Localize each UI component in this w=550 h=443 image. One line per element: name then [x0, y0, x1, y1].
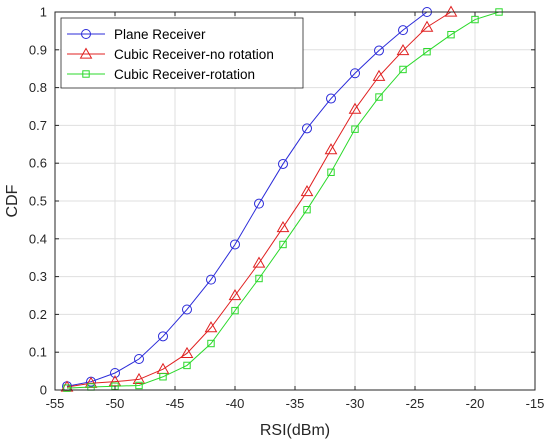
ticks: -55 -50 -45 -40 -35 -30 -25 -20 -15 0 0.1 0.2 0.3 0.4… — [29, 5, 544, 412]
x-tick-label: -45 — [166, 396, 185, 411]
data-point — [351, 125, 359, 133]
data-point — [278, 158, 288, 169]
data-point — [324, 143, 338, 155]
data-point — [182, 304, 192, 315]
y-tick-label: 0.2 — [29, 307, 47, 322]
data-point — [158, 331, 168, 342]
data-point — [447, 30, 455, 39]
data-point — [300, 185, 314, 197]
y-tick-label: 0.5 — [29, 194, 47, 209]
data-point — [255, 274, 263, 283]
data-point — [63, 384, 71, 392]
x-tick-label: -25 — [406, 396, 425, 411]
y-tick-label: 0.6 — [29, 156, 47, 171]
x-tick-label: -40 — [226, 396, 245, 411]
legend-item-2: Cubic Receiver-no rotation — [67, 47, 274, 62]
legend-label: Plane Receiver — [114, 27, 206, 42]
legend: Plane Receiver Cubic Receiver-no rotation… — [60, 17, 304, 89]
data-point — [231, 306, 239, 315]
legend-label: Cubic Receiver-no rotation — [114, 47, 274, 62]
legend-marker — [81, 29, 91, 39]
data-point — [444, 5, 458, 17]
legend-marker — [79, 47, 93, 59]
y-tick-label: 0.3 — [29, 269, 47, 284]
data-point — [180, 346, 194, 358]
series-line — [66, 11, 500, 389]
data-point — [303, 205, 311, 214]
y-tick-label: 0.1 — [29, 345, 47, 360]
data-point — [276, 220, 290, 233]
data-point — [420, 20, 434, 32]
x-tick-label: -50 — [106, 396, 125, 411]
legend-box — [60, 17, 304, 89]
y-tick-label: 0.4 — [29, 231, 47, 246]
x-axis-label: RSI(dBm) — [260, 422, 330, 439]
data-point — [230, 239, 240, 250]
y-tick-label: 0.9 — [29, 42, 47, 57]
y-tick-label: 1 — [40, 5, 47, 20]
x-tick-label: -20 — [466, 396, 485, 411]
data-point — [398, 25, 408, 36]
data-point — [399, 65, 407, 74]
legend-item-3: Cubic Receiver-rotation — [67, 67, 255, 82]
data-point — [350, 68, 360, 79]
x-tick-label: -30 — [346, 396, 365, 411]
series-layer — [60, 5, 503, 392]
data-point — [471, 15, 479, 24]
data-point — [206, 274, 216, 285]
data-point — [375, 93, 383, 101]
data-point — [207, 339, 215, 348]
data-point — [254, 198, 264, 209]
legend-label: Cubic Receiver-rotation — [114, 67, 255, 82]
data-point — [159, 373, 167, 381]
data-point — [132, 372, 146, 385]
data-point — [134, 354, 144, 365]
data-point — [327, 168, 335, 176]
data-point — [252, 256, 266, 268]
data-point — [348, 102, 362, 114]
data-point — [326, 93, 336, 104]
data-point — [423, 47, 431, 56]
data-point — [396, 44, 410, 56]
legend-item-1: Plane Receiver — [67, 27, 206, 42]
series-line — [66, 11, 428, 387]
data-point — [183, 361, 191, 370]
x-tick-label: -15 — [526, 396, 545, 411]
legend-marker — [82, 70, 90, 78]
y-tick-label: 0.7 — [29, 118, 47, 133]
data-point — [372, 69, 386, 81]
x-tick-label: -35 — [286, 396, 305, 411]
data-point — [374, 45, 384, 56]
data-point — [110, 367, 120, 378]
data-point — [135, 381, 143, 390]
series-3 — [63, 8, 503, 392]
data-point — [279, 240, 287, 249]
x-tick-label: -55 — [46, 396, 65, 411]
data-point — [228, 288, 242, 301]
data-point — [302, 123, 312, 134]
y-axis-label: CDF — [4, 184, 21, 217]
series-line — [66, 11, 452, 388]
y-tick-label: 0.8 — [29, 80, 47, 95]
data-point — [204, 321, 218, 333]
y-tick-label: 0 — [40, 383, 47, 398]
